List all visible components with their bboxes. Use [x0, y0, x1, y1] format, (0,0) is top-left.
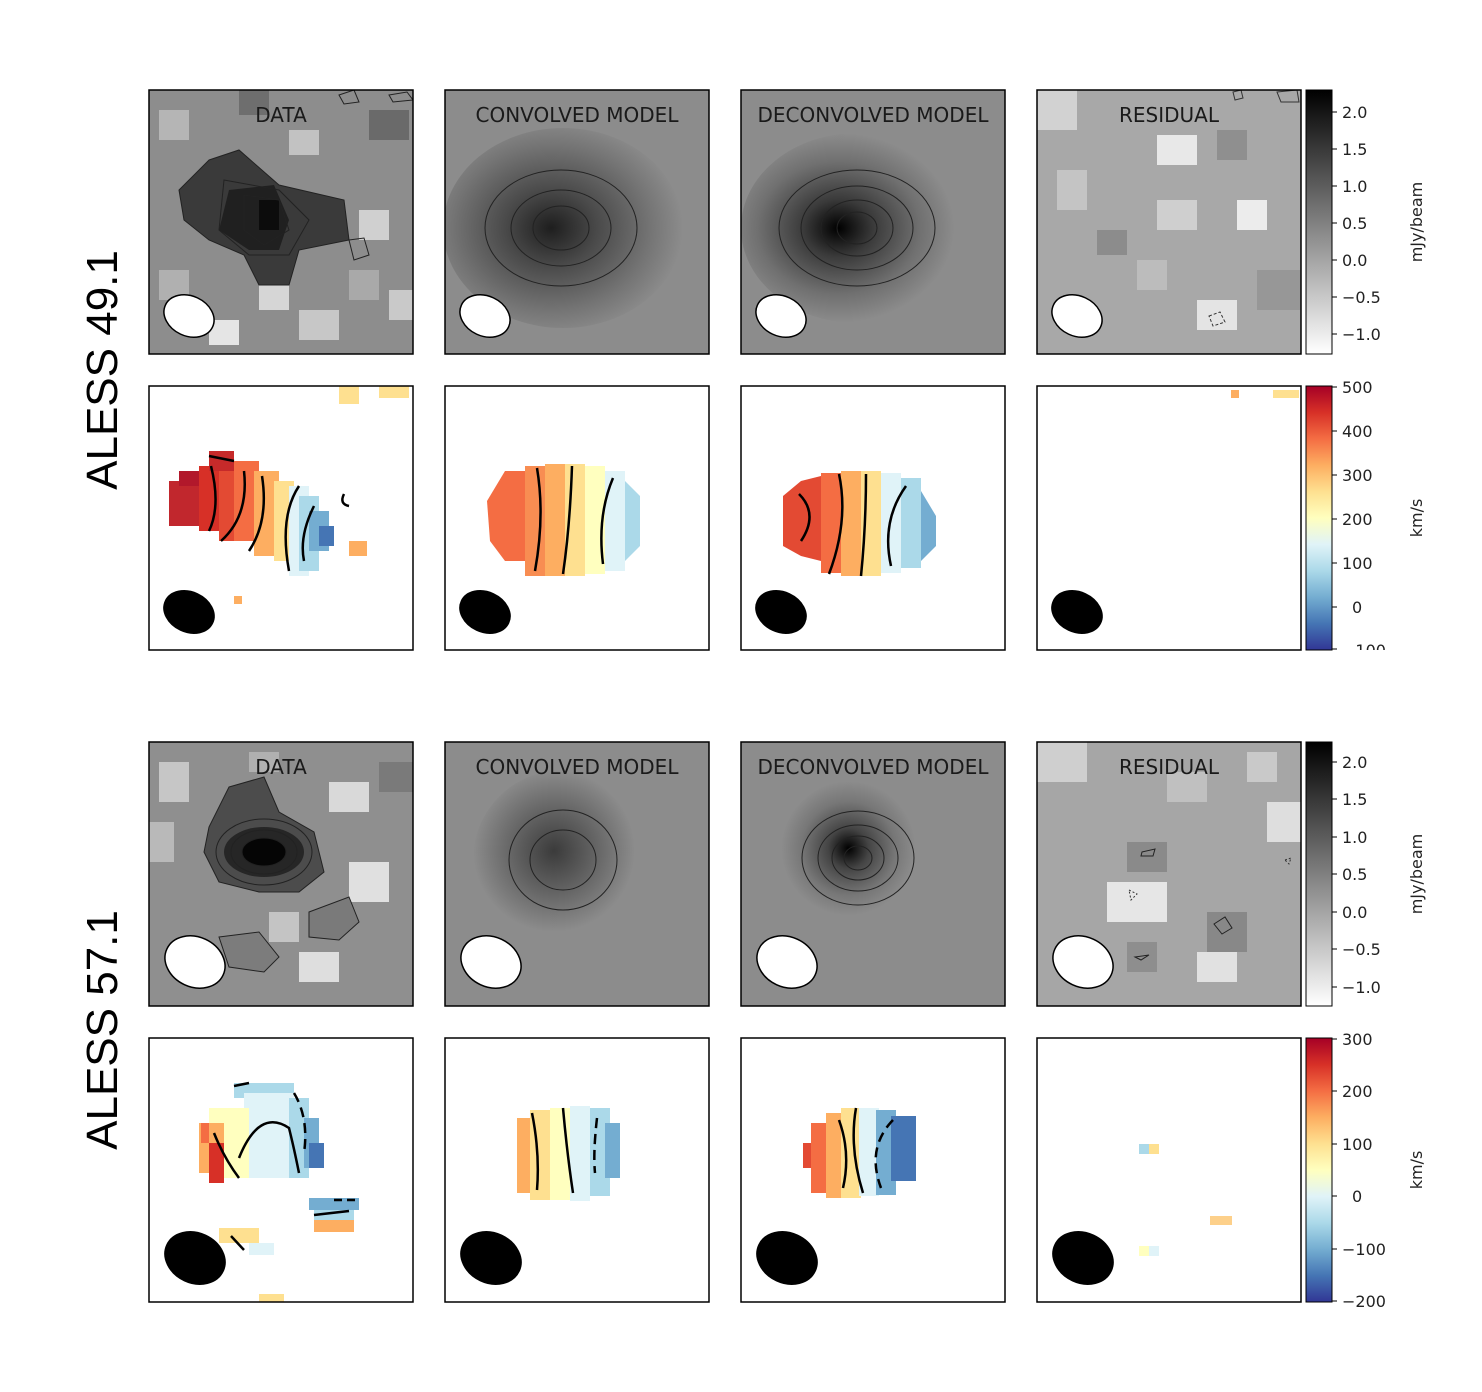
colorbar-tick-label: 200 — [1342, 1082, 1373, 1101]
colorbar-tick-label: 100 — [1342, 554, 1373, 573]
flux-panel-data-2: DATA — [148, 741, 414, 1007]
beam-ellipse — [460, 935, 522, 989]
flux-panel-convolved-2: CONVOLVED MODEL — [444, 741, 710, 1007]
colorbar-tick-label: 500 — [1342, 378, 1373, 397]
beam-ellipse — [756, 1231, 818, 1285]
velocity-panel-residual-2 — [1036, 1037, 1302, 1303]
colorbar-tick-label: −0.5 — [1342, 940, 1381, 959]
flux-colorbar-ticks-2: 2.0 1.5 1.0 0.5 0.0 −0.5 −1.0 — [1332, 753, 1381, 997]
velocity-panel-convolved-1 — [444, 385, 710, 651]
panel-title: CONVOLVED MODEL — [476, 103, 680, 127]
colorbar-tick-label: 0 — [1352, 598, 1362, 617]
flux-colorbar-1: 2.0 1.5 1.0 0.5 0.0 −0.5 −1.0 mJy/beam — [1305, 89, 1426, 355]
panel-title: CONVOLVED MODEL — [476, 755, 680, 779]
velocity-panel-data-2 — [148, 1037, 414, 1303]
velocity-colorbar-2: 300 200 100 0 −100 −200 km/s — [1305, 1030, 1426, 1311]
velocity-panel-deconvolved-1 — [740, 385, 1006, 651]
colorbar-tick-label: 200 — [1342, 510, 1373, 529]
beam-ellipse — [1052, 935, 1114, 989]
colorbar-tick-label: −100 — [1342, 1240, 1386, 1259]
panel-title: DATA — [255, 755, 307, 779]
colorbar-tick-label: 1.0 — [1342, 828, 1367, 847]
velocity-panel-convolved-2 — [444, 1037, 710, 1303]
velocity-colorbar-ticks-2: 300 200 100 0 −100 −200 — [1332, 1030, 1386, 1311]
colorbar-tick-label: 1.5 — [1342, 140, 1367, 159]
colorbar-tick-label: −1.0 — [1342, 978, 1381, 997]
flux-panel-deconvolved-2: DECONVOLVED MODEL — [740, 741, 1006, 1007]
colorbar-tick-label: 300 — [1342, 1030, 1373, 1049]
panel-title: RESIDUAL — [1119, 755, 1220, 779]
galaxy-label-1: ALESS 49.1 — [78, 250, 127, 490]
colorbar-tick-label: 300 — [1342, 466, 1373, 485]
colorbar-tick-label: 0 — [1352, 1187, 1362, 1206]
beam-ellipse — [163, 294, 215, 338]
velocity-panel-residual-1 — [1036, 385, 1302, 651]
colorbar-tick-label: −0.5 — [1342, 288, 1381, 307]
beam-ellipse — [1052, 1231, 1114, 1285]
panel-title: DECONVOLVED MODEL — [758, 755, 990, 779]
beam-ellipse — [164, 935, 226, 989]
colorbar-tick-label: 0.5 — [1342, 865, 1367, 884]
flux-colorbar-ticks-1: 2.0 1.5 1.0 0.5 0.0 −0.5 −1.0 — [1332, 103, 1381, 344]
colorbar-unit-label: km/s — [1407, 1151, 1426, 1190]
colorbar-tick-label: 2.0 — [1342, 103, 1367, 122]
flux-panel-data-1: DATA — [148, 89, 414, 355]
panel-title: RESIDUAL — [1119, 103, 1220, 127]
flux-panel-convolved-1: CONVOLVED MODEL — [444, 89, 710, 355]
beam-ellipse — [164, 1231, 226, 1285]
beam-ellipse — [459, 590, 511, 634]
colorbar-tick-label: −1.0 — [1342, 325, 1381, 344]
colorbar-tick-label: 2.0 — [1342, 753, 1367, 772]
beam-ellipse — [459, 294, 511, 338]
beam-ellipse — [756, 935, 818, 989]
velocity-panel-data-1 — [148, 385, 414, 651]
flux-panel-residual-1: RESIDUAL — [1036, 89, 1302, 355]
colorbar-tick-label: 100 — [1342, 1135, 1373, 1154]
colorbar-unit-label: mJy/beam — [1407, 182, 1426, 263]
beam-ellipse — [163, 590, 215, 634]
beam-ellipse — [1051, 294, 1103, 338]
beam-ellipse — [460, 1231, 522, 1285]
colorbar-tick-label: 1.5 — [1342, 790, 1367, 809]
flux-panel-residual-2: RESIDUAL — [1036, 741, 1302, 1007]
colorbar-tick-label: 0.0 — [1342, 903, 1367, 922]
velocity-colorbar-ticks-1: 500 400 300 200 100 0 — [1332, 378, 1373, 650]
beam-ellipse — [755, 294, 807, 338]
colorbar-tick-label: −200 — [1342, 1292, 1386, 1311]
beam-ellipse — [1051, 590, 1103, 634]
flux-colorbar-2: 2.0 1.5 1.0 0.5 0.0 −0.5 −1.0 mJy/beam — [1305, 741, 1426, 1007]
colorbar-tick-label: 0.0 — [1342, 251, 1367, 270]
velocity-colorbar-1: 500 400 300 200 100 0 −100 km/s — [1305, 378, 1426, 660]
colorbar-tick-label: 1.0 — [1342, 177, 1367, 196]
colorbar-tick-label: 0.5 — [1342, 214, 1367, 233]
velocity-panel-deconvolved-2 — [740, 1037, 1006, 1303]
colorbar-unit-label: mJy/beam — [1407, 834, 1426, 915]
colorbar-unit-label: km/s — [1407, 499, 1426, 538]
panel-title: DECONVOLVED MODEL — [758, 103, 990, 127]
colorbar-tick-label: 400 — [1342, 422, 1373, 441]
beam-ellipse — [755, 590, 807, 634]
flux-panel-deconvolved-1: DECONVOLVED MODEL — [740, 89, 1006, 355]
galaxy-label-2: ALESS 57.1 — [78, 910, 127, 1150]
panel-title: DATA — [255, 103, 307, 127]
